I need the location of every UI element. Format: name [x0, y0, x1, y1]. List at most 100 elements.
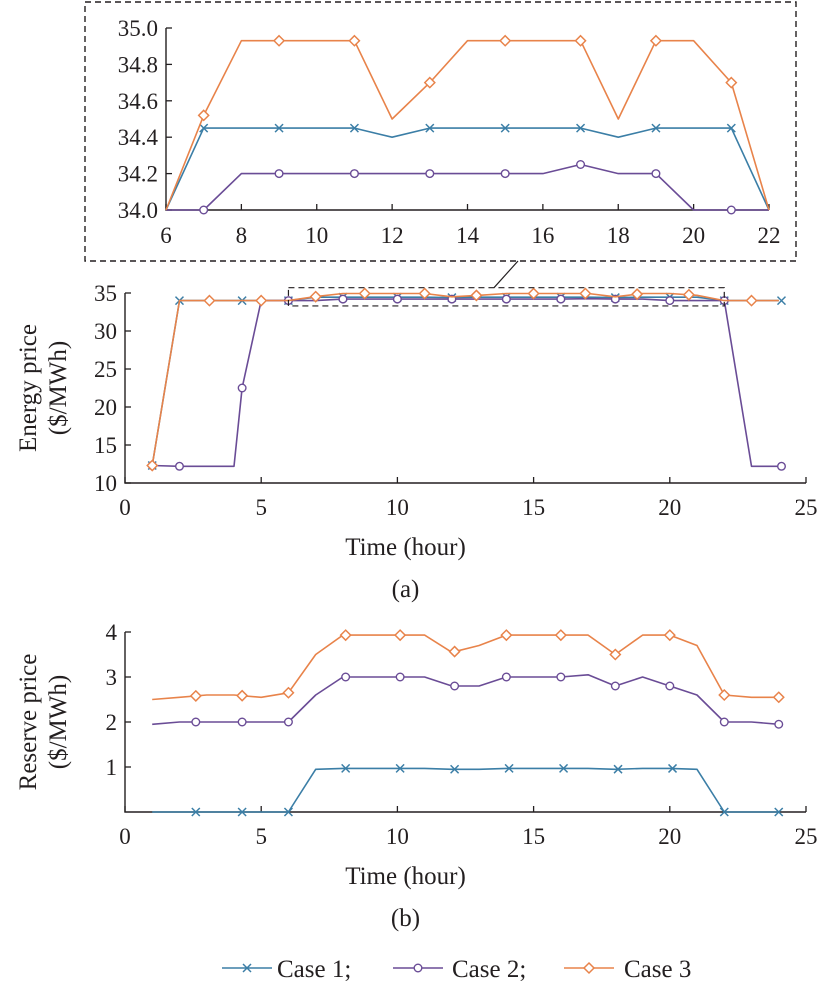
marker-stroke: [613, 764, 623, 774]
inset-series-case1-point: [651, 123, 661, 133]
legend-label: Case 3: [624, 956, 691, 983]
marker-stroke: [191, 807, 201, 817]
reserve-xtick-label: 10: [386, 824, 409, 849]
inset-series-case2-point: [500, 169, 510, 179]
energy-series-case2-point: [338, 294, 348, 304]
reserve-series-case1-line: [152, 767, 779, 813]
reserve-xtick-label: 5: [255, 824, 267, 849]
energy-y-axis-label: Energy price: [15, 324, 42, 452]
energy-series-case3-point: [358, 287, 371, 300]
energy-series-case3-point: [745, 294, 758, 307]
inset-series-case1-point: [500, 123, 510, 133]
inset-axes: [165, 28, 769, 211]
energy-y-axis-label: ($/MWh): [45, 341, 72, 435]
reserve-series-case2-line: [152, 673, 779, 726]
inset-xtick-label: 14: [456, 223, 480, 248]
reserve-series-case3-point: [448, 645, 461, 658]
reserve-series-case3-point: [282, 686, 295, 699]
energy-ytick-label: 30: [94, 319, 117, 344]
inset-series-case3-point: [197, 109, 210, 122]
inset-series-case1-point: [425, 123, 435, 133]
reserve-ytick-label: 4: [106, 620, 118, 645]
inset-xtick-label: 12: [381, 223, 404, 248]
marker-stroke: [450, 764, 460, 774]
reserve-series-case3-point: [236, 689, 249, 702]
energy-series-case3-point: [579, 287, 592, 300]
reserve-series-case2-point: [237, 717, 247, 727]
marker-stroke: [341, 763, 351, 773]
reserve-xtick-label: 20: [658, 824, 681, 849]
energy-series-case3-point: [527, 287, 540, 300]
reserve-series-case1-point: [667, 763, 678, 773]
inset-xtick-label: 18: [607, 223, 630, 248]
reserve-series-case2-point: [665, 681, 675, 691]
energy-series-case3-point: [418, 287, 431, 300]
inset-series-case2-point: [651, 169, 661, 179]
inset-chart: 6 8 10 12 14 16 18 20 22 34.0 34.2 34.4 34.6 34.8 35.0: [84, 1, 797, 262]
energy-xtick-label: 20: [658, 495, 681, 520]
marker-stroke: [274, 123, 284, 133]
energy-series-case3-point: [146, 459, 159, 472]
reserve-series-case3-point: [394, 629, 407, 642]
energy-series-case1-point: [776, 296, 787, 306]
reserve-ytick-label: 3: [106, 665, 118, 690]
marker-stroke: [199, 123, 209, 133]
inset-xtick-label: 10: [305, 223, 328, 248]
inset-series-case1-line: [165, 127, 770, 211]
inset-xtick-label: 8: [236, 223, 248, 248]
reserve-series-case1-point: [237, 807, 247, 817]
energy-x-axis-label: Time (hour): [345, 534, 466, 561]
marker-stroke: [559, 763, 569, 773]
inset-series-case3-point: [499, 34, 512, 47]
inset-series-case2-point: [274, 169, 284, 179]
marker-stroke: [500, 123, 510, 133]
inset-xtick-label: 20: [682, 223, 705, 248]
inset-series-case3-point: [348, 34, 361, 47]
inset-ytick-label: 34.8: [118, 52, 158, 77]
energy-caption: (a): [392, 576, 420, 603]
inset-series-case2-point: [576, 159, 586, 169]
inset-series-case1-point: [726, 123, 736, 133]
reserve-xtick-label: 0: [119, 824, 131, 849]
reserve-xtick-label: 15: [522, 824, 545, 849]
marker-stroke: [283, 807, 293, 817]
marker-stroke: [425, 123, 435, 133]
legend-label: Case 2;: [452, 956, 526, 983]
inset-ytick-label: 34.6: [118, 89, 158, 114]
reserve-series-case2-point: [719, 717, 729, 727]
inset-series-case1-point: [349, 123, 359, 133]
inset-series-case3-point: [574, 34, 587, 47]
energy-series-case3-point: [470, 289, 483, 302]
zoom-connector-line: [493, 260, 519, 289]
marker-stroke: [242, 963, 252, 973]
inset-series-case2-point: [425, 169, 435, 179]
energy-ytick-label: 15: [94, 433, 117, 458]
reserve-series-case1-point: [719, 807, 729, 817]
reserve-y-axis-label: ($/MWh): [45, 675, 72, 769]
legend-marker: [582, 961, 596, 975]
reserve-ytick-label: 2: [106, 710, 118, 735]
energy-xtick-label: 10: [386, 495, 409, 520]
reserve-series-case2-point: [501, 672, 511, 682]
inset-series-case3-point: [273, 34, 286, 47]
energy-series-case3-point: [631, 288, 644, 301]
inset-series-case1-point: [274, 123, 284, 133]
energy-price-chart: 0 5 10 15 20 25 10 15 20 25 30 35 Time (hour) Energy …: [15, 260, 818, 603]
energy-axes: [124, 293, 806, 484]
marker-stroke: [651, 123, 661, 133]
reserve-y-axis-label: Reserve price: [15, 654, 42, 791]
marker-stroke: [774, 807, 784, 817]
inset-xtick-label: 6: [160, 223, 172, 248]
reserve-series-case3-line: [152, 634, 779, 701]
legend-marker: [242, 963, 252, 973]
energy-series-case2-point: [392, 294, 402, 304]
inset-series-case2-point: [199, 205, 209, 215]
inset-ytick-label: 34.2: [118, 162, 158, 187]
marker-stroke: [395, 763, 405, 773]
inset-series-case3-point: [649, 34, 662, 47]
energy-ytick-label: 10: [94, 471, 117, 496]
reserve-series-case3-point: [772, 691, 785, 704]
legend-label: Case 1;: [277, 956, 351, 983]
reserve-series-case1-point: [395, 763, 405, 773]
